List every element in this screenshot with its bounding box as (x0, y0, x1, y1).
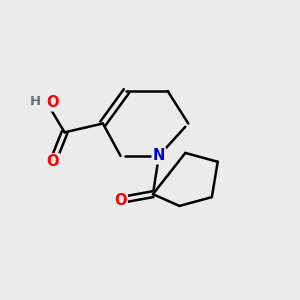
Text: O: O (114, 193, 127, 208)
Text: O: O (46, 95, 59, 110)
Text: O: O (46, 154, 59, 169)
Text: H: H (30, 95, 41, 108)
Text: N: N (153, 148, 165, 164)
